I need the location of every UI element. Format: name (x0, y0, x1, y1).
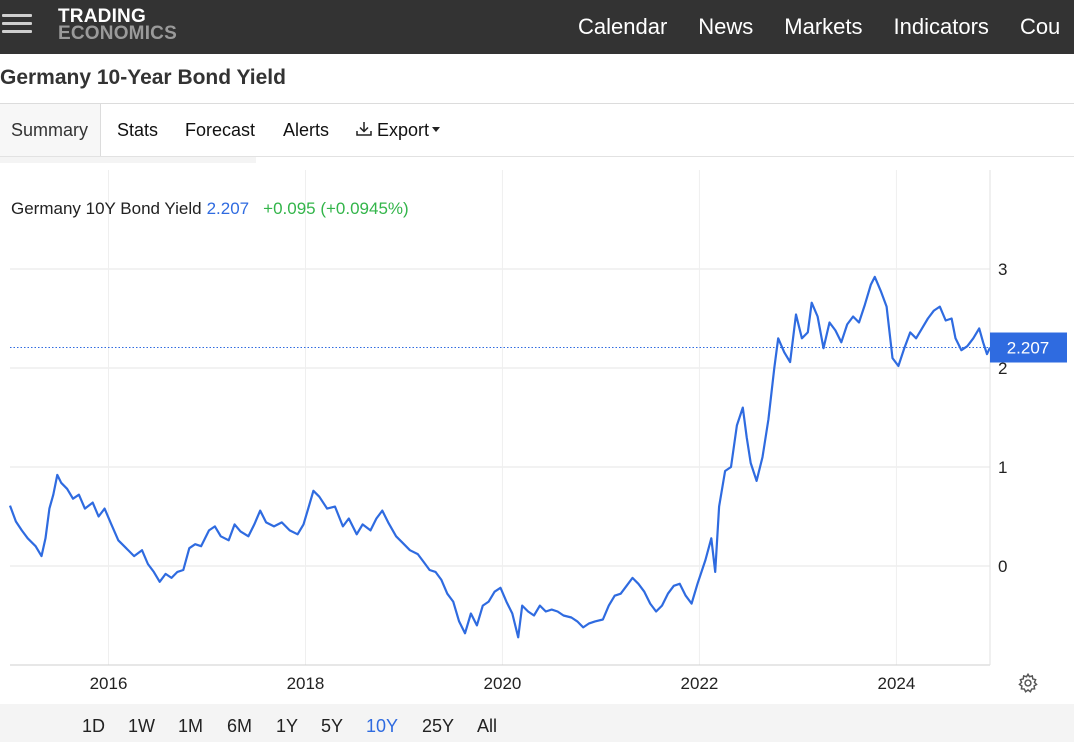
x-axis: 2016 2018 2020 2022 2024 (90, 674, 916, 693)
y-tick-label: 3 (998, 260, 1007, 279)
range-1m[interactable]: 1M (178, 716, 204, 736)
legend-change: +0.095 (+0.0945%) (263, 199, 409, 218)
nav-countries[interactable]: Cou (1019, 14, 1061, 39)
legend-value: 2.207 (206, 199, 250, 218)
main-nav: Calendar News Markets Indicators Cou (578, 14, 1074, 40)
nav-calendar[interactable]: Calendar (578, 14, 668, 39)
tab-forecast[interactable]: Forecast (185, 120, 256, 140)
tab-bar: Summary Stats Forecast Alerts Export (0, 104, 1074, 156)
y-tick-label: 0 (998, 557, 1007, 576)
tab-divider (0, 156, 1074, 157)
title-divider (0, 103, 1074, 104)
page-title: Germany 10-Year Bond Yield (0, 66, 286, 89)
x-tick-label: 2024 (878, 674, 916, 693)
range-25y[interactable]: 25Y (422, 716, 455, 736)
range-10y[interactable]: 10Y (366, 716, 399, 736)
tab-summary[interactable]: Summary (0, 104, 102, 156)
chart-series (8, 275, 992, 639)
range-selector: 1D 1W 1M 6M 1Y 5Y 10Y 25Y All (0, 704, 1074, 742)
nav-markets[interactable]: Markets (784, 14, 863, 39)
nav-indicators[interactable]: Indicators (893, 14, 989, 39)
export-label: Export (377, 120, 430, 140)
gear-icon[interactable] (1017, 672, 1039, 694)
x-tick-label: 2020 (484, 674, 522, 693)
legend-series-name: Germany 10Y Bond Yield (11, 199, 202, 218)
range-1d[interactable]: 1D (82, 716, 106, 736)
bond-yield-chart[interactable]: 2016 2018 2020 2022 2024 0 1 2 3 2.207 (0, 170, 1074, 700)
logo-line1: TRADING (58, 6, 146, 27)
current-value-marker: 2.207 (10, 332, 1067, 363)
current-value-label: 2.207 (1007, 339, 1050, 358)
logo-line2: ECONOMICS (58, 23, 177, 44)
chart-legend: Germany 10Y Bond Yield 2.207 +0.095 (+0.09… (11, 199, 409, 219)
y-tick-label: 2 (998, 359, 1007, 378)
series-line (8, 275, 992, 639)
range-1y[interactable]: 1Y (276, 716, 299, 736)
x-tick-label: 2022 (681, 674, 719, 693)
tab-underline-shadow (0, 157, 256, 163)
tab-alerts[interactable]: Alerts (283, 120, 330, 140)
x-tick-label: 2016 (90, 674, 128, 693)
tab-export[interactable]: Export (355, 104, 441, 156)
menu-icon[interactable] (2, 12, 32, 36)
y-axis: 0 1 2 3 (998, 260, 1007, 576)
site-logo[interactable]: TRADING ECONOMICS (58, 7, 177, 43)
current-value-badge (990, 332, 1067, 363)
chevron-down-icon (432, 127, 441, 132)
x-tick-label: 2018 (287, 674, 325, 693)
chart-grid (10, 170, 991, 666)
y-tick-label: 1 (998, 458, 1007, 477)
nav-news[interactable]: News (698, 14, 754, 39)
download-icon (356, 122, 372, 136)
range-1w[interactable]: 1W (128, 716, 155, 736)
range-6m[interactable]: 6M (227, 716, 253, 736)
range-5y[interactable]: 5Y (321, 716, 344, 736)
tab-stats[interactable]: Stats (117, 120, 159, 140)
top-bar: TRADING ECONOMICS Calendar News Markets Ind… (0, 0, 1074, 54)
range-all[interactable]: All (477, 716, 498, 736)
